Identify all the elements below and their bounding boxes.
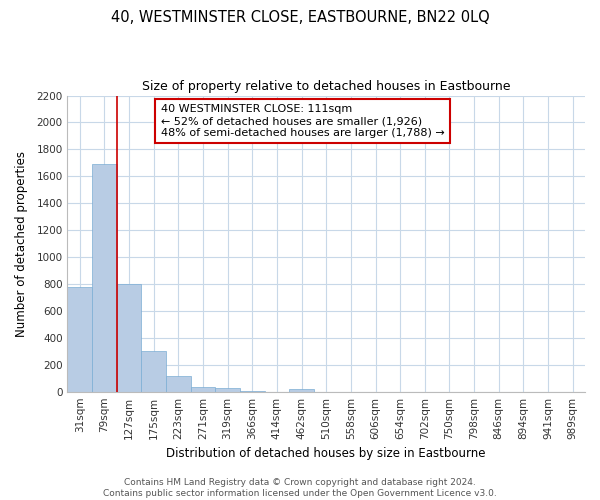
Bar	[142, 352, 166, 392]
Bar	[166, 376, 191, 392]
Text: 40 WESTMINSTER CLOSE: 111sqm
← 52% of detached houses are smaller (1,926)
48% of: 40 WESTMINSTER CLOSE: 111sqm ← 52% of de…	[161, 104, 445, 138]
Bar	[289, 390, 314, 392]
Bar	[117, 284, 142, 392]
Bar	[240, 391, 265, 392]
Bar	[215, 388, 240, 392]
Text: Contains HM Land Registry data © Crown copyright and database right 2024.
Contai: Contains HM Land Registry data © Crown c…	[103, 478, 497, 498]
X-axis label: Distribution of detached houses by size in Eastbourne: Distribution of detached houses by size …	[166, 447, 486, 460]
Bar	[92, 164, 117, 392]
Bar	[67, 286, 92, 392]
Y-axis label: Number of detached properties: Number of detached properties	[15, 150, 28, 336]
Text: 40, WESTMINSTER CLOSE, EASTBOURNE, BN22 0LQ: 40, WESTMINSTER CLOSE, EASTBOURNE, BN22 …	[110, 10, 490, 25]
Bar	[191, 387, 215, 392]
Title: Size of property relative to detached houses in Eastbourne: Size of property relative to detached ho…	[142, 80, 511, 93]
